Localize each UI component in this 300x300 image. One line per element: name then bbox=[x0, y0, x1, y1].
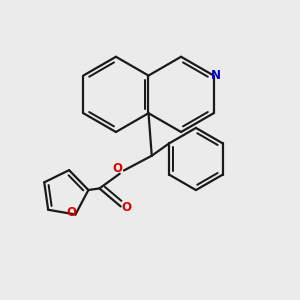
Text: O: O bbox=[67, 206, 76, 219]
Text: N: N bbox=[211, 69, 221, 82]
Text: O: O bbox=[112, 162, 122, 175]
Text: O: O bbox=[122, 201, 132, 214]
